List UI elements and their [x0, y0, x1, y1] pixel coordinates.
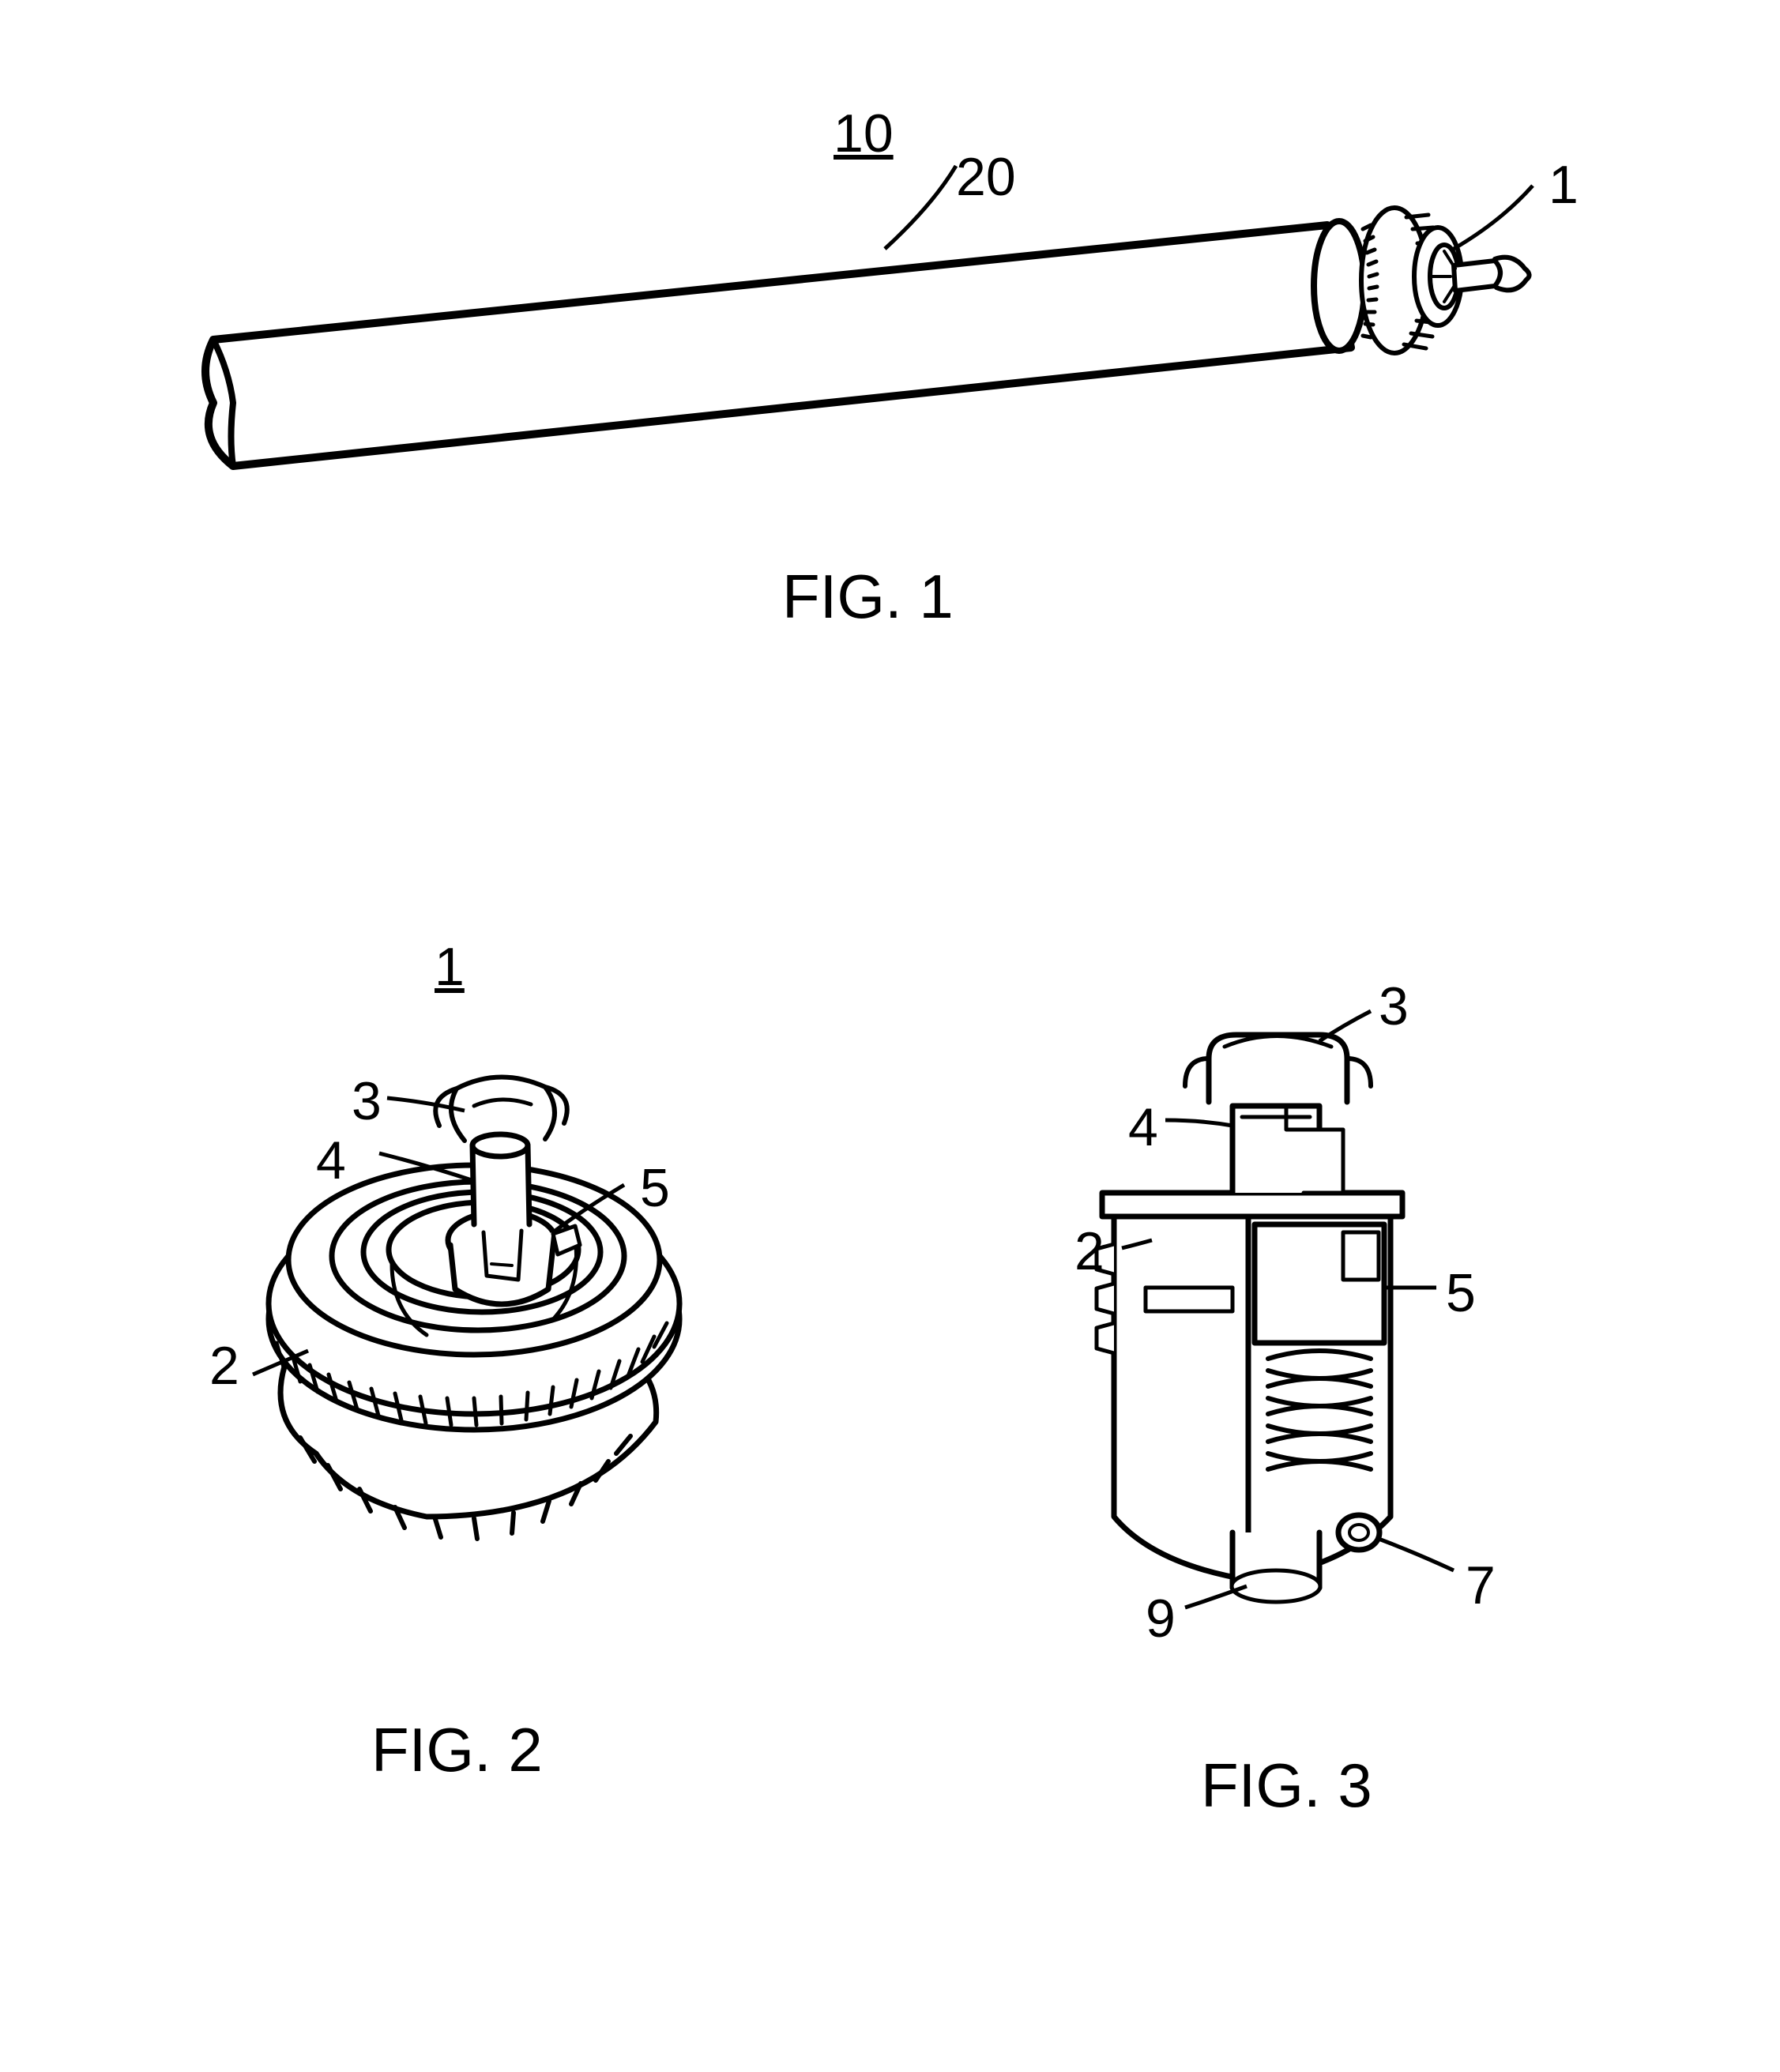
fig3-ref-5: 5 [1446, 1262, 1476, 1324]
fig3-ref-2: 2 [1074, 1220, 1105, 1282]
fig3-ref-7: 7 [1466, 1555, 1496, 1616]
patent-figure-page: 10 20 1 FIG. 1 [0, 0, 1780, 2072]
fig2-ref-3: 3 [352, 1070, 382, 1132]
fig1-ref-20: 20 [956, 146, 1016, 208]
fig1-drawing [142, 111, 1643, 585]
fig1-ref-1: 1 [1549, 154, 1579, 216]
fig1-ref-10: 10 [834, 103, 894, 164]
fig2-drawing [142, 948, 853, 1659]
fig3-ref-3: 3 [1379, 976, 1409, 1037]
fig3-ref-9: 9 [1146, 1588, 1176, 1649]
fig3-ref-4: 4 [1128, 1096, 1158, 1158]
fig2-ref-4: 4 [316, 1130, 346, 1191]
fig3-caption: FIG. 3 [1201, 1750, 1372, 1822]
fig2-ref-2: 2 [209, 1335, 239, 1397]
fig2-caption: FIG. 2 [371, 1714, 543, 1786]
fig1-caption: FIG. 1 [782, 561, 954, 633]
fig2-ref-1: 1 [435, 936, 465, 998]
fig2-ref-5: 5 [640, 1157, 670, 1219]
